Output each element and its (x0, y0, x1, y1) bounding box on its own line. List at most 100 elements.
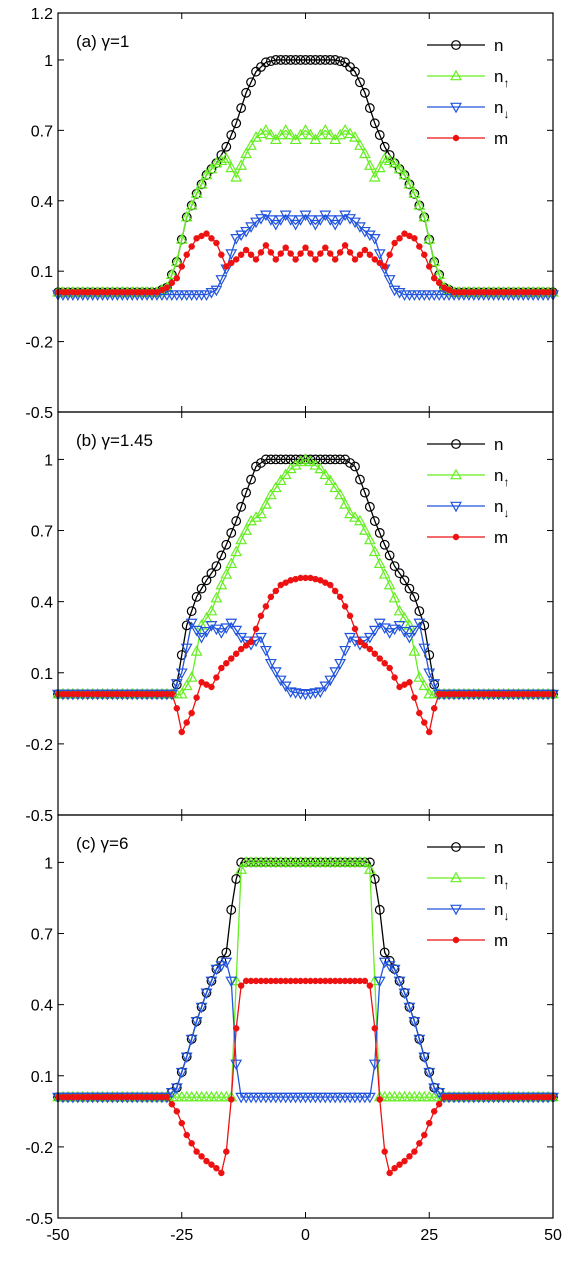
legend-subscript: ↓ (503, 506, 509, 520)
data-point-m (366, 645, 374, 653)
data-point-m (341, 242, 349, 249)
data-point-m (327, 581, 334, 589)
data-point-n_down (200, 626, 213, 638)
data-point-m (351, 625, 359, 633)
data-point-n_down (314, 1092, 327, 1104)
data-point-m (173, 274, 181, 282)
legend-marker-n_up (450, 69, 462, 81)
data-point-m (406, 1153, 413, 1160)
data-point-n_down (373, 976, 386, 988)
legend-marker-n_up (450, 468, 462, 480)
data-point-n_down (284, 1092, 297, 1104)
data-point-n (285, 55, 296, 65)
data-point-m (411, 235, 418, 242)
legend-label-n_down: n↓ (494, 900, 509, 923)
data-point-n_down (210, 964, 223, 976)
data-point-n_down (344, 632, 356, 644)
legend: n n↑ n↓ m (427, 838, 509, 950)
data-point-n_up (195, 178, 208, 189)
data-point-n_down (180, 1052, 193, 1064)
data-point-n_down (274, 675, 287, 687)
data-point-m (218, 1169, 225, 1177)
data-point-m (287, 250, 294, 257)
data-point-n (374, 528, 385, 538)
data-point-n (330, 55, 341, 65)
data-point-n_down (279, 1092, 292, 1104)
data-point-n (236, 501, 247, 512)
data-point-m (406, 678, 413, 686)
data-point-n_up (363, 863, 376, 874)
data-point-m (173, 705, 181, 712)
data-point-n_down (230, 625, 243, 637)
data-point-n_up (418, 679, 431, 691)
data-point-n_up (195, 1090, 208, 1102)
data-point-m (376, 655, 383, 662)
data-point-n_up (428, 255, 441, 267)
data-point-n (231, 118, 242, 129)
data-point-n (394, 568, 405, 579)
data-point-m (247, 251, 255, 258)
data-point-m (351, 256, 359, 263)
data-point-n (364, 501, 375, 512)
data-point-n_down (423, 668, 436, 680)
data-point-n_up (185, 671, 198, 682)
data-point-n (364, 103, 375, 113)
y-tick-label: 0.4 (31, 998, 53, 1015)
data-point-n_down (418, 643, 431, 655)
data-point-m (223, 1148, 230, 1155)
data-point-n_down (358, 1092, 371, 1104)
data-point-n_up (240, 147, 253, 159)
data-point-n_up (175, 233, 188, 244)
data-point-n_down (319, 1092, 332, 1104)
data-point-m (208, 1161, 215, 1168)
data-point-n (335, 454, 346, 465)
data-point-n_down (324, 675, 337, 687)
data-point-m (376, 1096, 383, 1103)
data-point-m (411, 694, 418, 701)
data-point-m (381, 263, 388, 270)
data-point-n_down (180, 643, 193, 655)
data-point-n_up (264, 128, 277, 140)
data-point-n (325, 454, 336, 465)
data-point-n (226, 528, 237, 538)
data-point-n_up (235, 533, 248, 545)
data-point-n_down (339, 210, 352, 222)
series-m (54, 574, 557, 736)
data-point-m (168, 1100, 176, 1108)
data-point-n_up (319, 468, 332, 480)
data-point-n (290, 454, 301, 465)
data-point-m (213, 674, 220, 681)
data-point-n_down (195, 290, 208, 301)
data-point-n (374, 130, 385, 140)
data-point-n_down (294, 215, 307, 226)
data-point-n_down (259, 1092, 272, 1104)
data-point-m (421, 1131, 428, 1139)
data-point-n_up (190, 645, 203, 656)
y-tick-label: 0.7 (31, 524, 53, 541)
data-point-n (265, 454, 276, 465)
data-point-n_up (299, 124, 312, 135)
data-point-n_down (220, 623, 233, 635)
data-point-n (325, 55, 336, 65)
y-tick-label: 1 (44, 53, 53, 70)
data-point-n_down (418, 1052, 431, 1064)
data-point-n (231, 516, 242, 526)
data-point-n (275, 55, 286, 65)
data-point-n_down (428, 679, 441, 690)
data-point-n_up (269, 481, 282, 493)
data-point-n_down (319, 681, 332, 693)
data-point-n_down (200, 290, 213, 301)
data-point-m (411, 1148, 418, 1155)
data-point-n_down (215, 628, 228, 639)
data-point-n_down (413, 290, 426, 301)
data-point-n_up (363, 533, 376, 545)
data-point-n_up (210, 1090, 223, 1102)
data-point-m (307, 250, 314, 257)
data-point-n_down (418, 290, 431, 301)
data-point-m (232, 256, 240, 263)
data-point-n_up (250, 131, 262, 142)
data-point-m (188, 243, 195, 250)
data-point-m (312, 256, 319, 263)
data-point-m (391, 674, 398, 681)
data-point-n_up (423, 1090, 436, 1102)
